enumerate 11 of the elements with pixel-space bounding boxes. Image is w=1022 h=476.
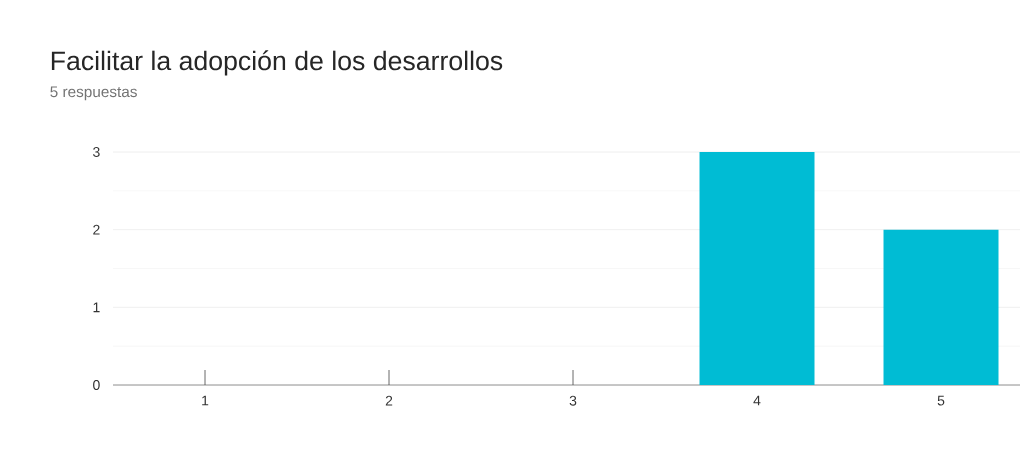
x-tick-label: 3 <box>569 395 577 406</box>
y-tick-label: 1 <box>93 302 100 313</box>
x-tick-label: 2 <box>385 395 393 406</box>
x-tick-label: 4 <box>753 395 761 406</box>
x-tick-label: 1 <box>202 395 209 406</box>
y-tick-label: 0 <box>93 380 100 390</box>
x-tick-label: 5 <box>937 395 945 406</box>
y-tick-label: 2 <box>93 224 100 235</box>
chart-subtitle: 5 respuestas <box>50 86 137 101</box>
y-tick-label: 3 <box>93 147 100 157</box>
chart-title: Facilitar la adopción de los desarrollos <box>51 50 503 76</box>
